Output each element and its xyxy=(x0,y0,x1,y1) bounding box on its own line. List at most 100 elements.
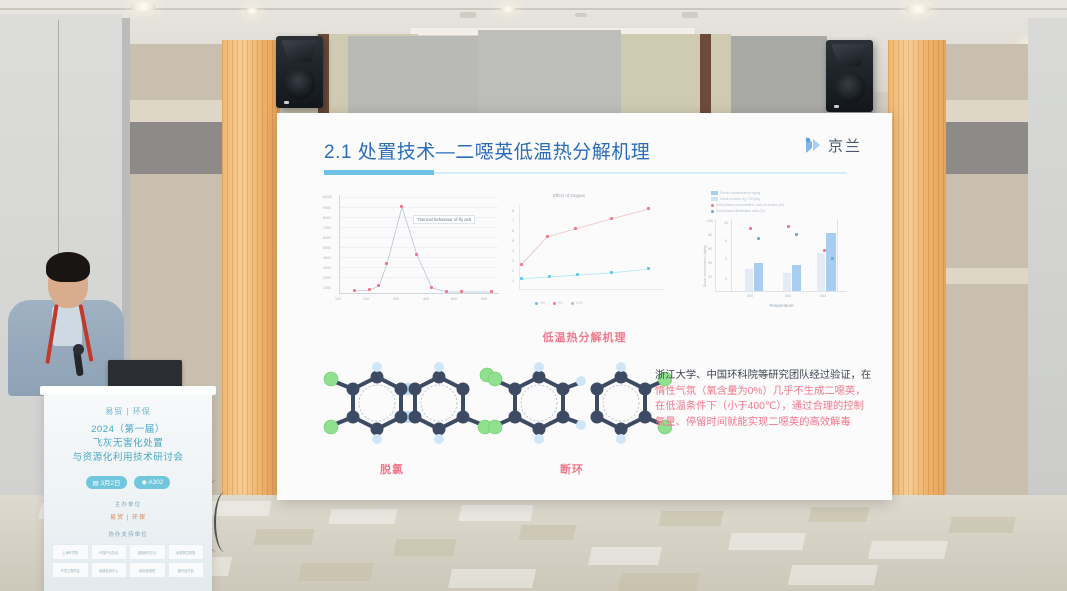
chart2-title: Effect of Oxygen xyxy=(553,193,586,198)
chart1-point xyxy=(368,288,372,292)
chart3-x-axis xyxy=(715,291,847,292)
room-pill-label: A302 xyxy=(148,479,164,486)
cohost-section-label: 协办支持单位 xyxy=(108,532,148,538)
charts-row: 10000 9000 8000 7000 6000 5000 4000 3000… xyxy=(309,191,861,313)
chart3-bar xyxy=(745,269,753,291)
chart3-bar xyxy=(783,273,791,291)
speaker-bracket-left xyxy=(282,30,316,38)
wall-gray-band xyxy=(946,122,1028,174)
carpet-pattern xyxy=(868,541,948,559)
brand-logo: 京兰 xyxy=(803,134,862,156)
wall-post xyxy=(700,34,711,120)
mechanism-label: 低温热分解机理 xyxy=(542,332,627,344)
chart3-bar xyxy=(754,263,763,291)
chart1-line xyxy=(354,205,492,293)
carpet-pattern xyxy=(808,507,870,522)
wall-panel xyxy=(478,30,621,120)
carpet-pattern xyxy=(518,525,577,540)
carpet-pattern xyxy=(447,569,537,588)
jinglan-logo-icon xyxy=(805,137,820,153)
chart3-bar xyxy=(792,265,801,291)
carpet-pattern xyxy=(458,505,534,521)
chart3-y-axis-inner xyxy=(731,219,732,291)
chart-dioxin-distribution: Dioxin concentration ng/kg Dioxin toxici… xyxy=(687,191,861,313)
carpet-pattern xyxy=(588,547,662,565)
speaker-cabinet-right xyxy=(826,40,873,112)
sponsor-logo: 环境工程学会 xyxy=(52,562,89,578)
chart3-y-axis-right xyxy=(837,219,838,291)
chart1-point xyxy=(445,290,449,294)
slide-paragraph: 浙江大学、中国环科院等研究团队经过验证，在惰性气氛（氧含量为0%）几乎不生成二噁… xyxy=(655,368,873,430)
sponsor-logo: 资源再生联盟 xyxy=(167,544,204,560)
chart2-x-axis xyxy=(519,289,665,290)
paragraph-segment-plain: 浙江大学、中国环科院等研究团队经过验证，在 xyxy=(655,370,872,381)
room-pill: ◉ A302 xyxy=(134,476,171,489)
paragraph-segment-highlight: 惰性气氛（氧含量为0%）几乎不生成二噁英，在低温条件下（小于400℃），通过合理… xyxy=(655,385,866,428)
wall-light-band xyxy=(946,268,1028,284)
speaker-cabinet-left xyxy=(276,36,323,108)
chart1-point xyxy=(490,290,494,294)
carpet-pattern xyxy=(393,539,457,556)
chart1-point xyxy=(415,253,419,257)
slide-title: 2.1 处置技术—二噁英低温热分解机理 xyxy=(324,142,651,163)
chart3-legend-1: Dioxin concentration ng/kg xyxy=(711,191,760,195)
chart2-y-axis xyxy=(519,205,520,289)
molecule-label-dechlorination: 脱氯 xyxy=(380,464,404,476)
chart-thermal-behaviour: 10000 9000 8000 7000 6000 5000 4000 3000… xyxy=(317,191,502,313)
sponsor-logo: 危废处置中心 xyxy=(90,562,127,578)
downlight xyxy=(130,2,156,11)
projection-screen: 2.1 处置技术—二噁英低温热分解机理 京兰 xyxy=(277,113,892,500)
molecule-ring-break-diagram xyxy=(487,362,672,444)
podium-title: 2024（第一届） 飞灰无害化处置 与资源化利用技术研讨会 xyxy=(44,423,212,465)
ceiling-vent xyxy=(575,13,587,17)
downlight xyxy=(245,8,259,14)
podium-top-edge xyxy=(40,386,216,395)
title-rule-accent xyxy=(324,170,434,175)
chart3-bar xyxy=(826,233,836,291)
carpet-pattern xyxy=(618,573,700,591)
chart1-x-axis xyxy=(339,293,499,294)
speaker-horn xyxy=(281,40,318,62)
chart3-legend-3: Solid phase concentration ratio of dioxi… xyxy=(711,203,784,207)
chart1-point xyxy=(377,284,381,288)
chart1-point xyxy=(353,289,357,293)
presenter-hair xyxy=(46,252,90,282)
date-pill: ▤ 3月2日 xyxy=(85,476,128,489)
chart1-annotation: Thermal behaviour of fly ash xyxy=(413,215,476,224)
molecule-label-ring-break: 断环 xyxy=(560,464,584,476)
molecule-dioxin-diagram xyxy=(323,362,495,444)
sponsor-logo: 环保产业协会 xyxy=(90,544,127,560)
chart3-legend-2: Dioxin toxicity ng I-TEQ/kg xyxy=(711,197,760,201)
speaker-cone xyxy=(283,67,316,100)
date-pill-label: 3月2日 xyxy=(100,480,121,487)
speaker-led xyxy=(284,100,290,105)
carpet-pattern xyxy=(787,565,879,585)
podium-logo-row: 易贸 | 环保 xyxy=(105,407,151,416)
wall-light-band xyxy=(130,100,222,122)
host-section-label: 主办单位 xyxy=(114,502,142,508)
wall-panel xyxy=(621,34,731,120)
chart3-xlabel: Temperature xyxy=(769,303,794,308)
speaker-cone xyxy=(833,71,866,104)
downlight xyxy=(500,6,516,12)
sponsor-logo: 上海环境院 xyxy=(52,544,89,560)
podium-title-line-2: 飞灰无害化处置 xyxy=(92,438,164,449)
chart3-bar xyxy=(817,253,825,291)
carpet-pattern xyxy=(728,533,806,550)
sponsor-logo: 固废研究中心 xyxy=(129,544,166,560)
carpet-pattern xyxy=(298,563,374,581)
wall-light-band xyxy=(946,100,1028,122)
speaker-horn xyxy=(831,44,868,66)
carpet-pattern xyxy=(948,517,1016,533)
podium: 易贸 | 环保 2024（第一届） 飞灰无害化处置 与资源化利用技术研讨会 ▤ … xyxy=(40,386,216,591)
wall-panel xyxy=(731,36,827,120)
sponsor-logo: 循环经济会 xyxy=(167,562,204,578)
speaker-bracket-right xyxy=(832,34,866,42)
carpet-pattern xyxy=(658,511,724,526)
downlight xyxy=(905,4,931,14)
sponsor-logo: 绿色低碳院 xyxy=(129,562,166,578)
podium-title-line-1: 2024（第一届） xyxy=(91,424,165,435)
chart2-legend: 0% 5% 10% xyxy=(535,301,583,305)
panel-seam xyxy=(122,18,130,591)
